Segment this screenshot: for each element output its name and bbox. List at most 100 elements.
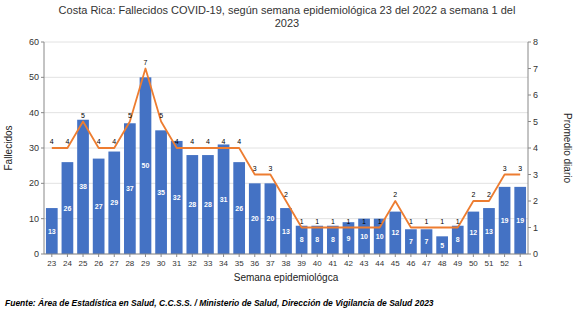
- bar-label: 8: [456, 236, 460, 243]
- bar: [202, 155, 214, 254]
- bar: [77, 120, 89, 254]
- x-tick-label: 41: [328, 259, 337, 268]
- bar: [499, 187, 511, 254]
- x-tick-label: 35: [235, 259, 244, 268]
- y-tick: [41, 254, 44, 255]
- bar-label: 7: [409, 238, 413, 245]
- x-tick: [192, 254, 193, 257]
- bar-label: 10: [360, 233, 368, 240]
- line-label: 5: [81, 112, 85, 119]
- y-tick-label: 30: [29, 143, 39, 153]
- bar: [186, 155, 198, 254]
- y2-tick-label: 4: [533, 143, 538, 153]
- bar: [436, 236, 448, 254]
- bar-label: 28: [188, 201, 196, 208]
- bar-label: 10: [376, 233, 384, 240]
- line-label: 4: [206, 138, 210, 145]
- line-label: 5: [159, 112, 163, 119]
- bar: [389, 212, 401, 254]
- bar: [483, 208, 495, 254]
- y2-tick-label: 0: [533, 249, 538, 259]
- x-tick: [129, 254, 130, 257]
- x-tick-label: 49: [453, 259, 462, 268]
- bar-label: 13: [48, 228, 56, 235]
- x-tick: [379, 254, 380, 257]
- y2-tick: [528, 148, 531, 149]
- line-label: 1: [315, 218, 319, 225]
- bar: [46, 208, 58, 254]
- x-tick-label: 25: [79, 259, 88, 268]
- bar-label: 8: [315, 236, 319, 243]
- bar: [280, 208, 292, 254]
- x-tick-label: 27: [110, 259, 119, 268]
- line-label: 7: [144, 59, 148, 66]
- y2-tick: [528, 174, 531, 175]
- x-tick: [410, 254, 411, 257]
- x-tick: [442, 254, 443, 257]
- x-tick: [504, 254, 505, 257]
- bar: [155, 130, 167, 254]
- line-label: 4: [190, 138, 194, 145]
- x-tick-label: 29: [141, 259, 150, 268]
- bar: [93, 159, 105, 254]
- y-tick-label: 60: [29, 37, 39, 47]
- bar: [327, 226, 339, 254]
- y-axis-label: Fallecidos: [3, 125, 14, 170]
- x-tick-label: 28: [125, 259, 134, 268]
- y-tick-label: 40: [29, 108, 39, 118]
- x-tick: [239, 254, 240, 257]
- x-tick-label: 34: [219, 259, 228, 268]
- line: [52, 69, 520, 228]
- bar-label: 13: [485, 228, 493, 235]
- x-tick-label: 37: [266, 259, 275, 268]
- bar: [421, 229, 433, 254]
- x-tick: [67, 254, 68, 257]
- x-tick-label: 40: [313, 259, 322, 268]
- grid-line: [44, 77, 528, 78]
- y-tick: [41, 218, 44, 219]
- bar-label: 35: [157, 189, 165, 196]
- x-tick-label: 36: [250, 259, 259, 268]
- x-tick: [317, 254, 318, 257]
- line-label: 2: [393, 191, 397, 198]
- bar-label: 29: [110, 199, 118, 206]
- bar: [124, 123, 136, 254]
- bar-label: 13: [282, 228, 290, 235]
- bar: [140, 77, 152, 254]
- y-tick-label: 0: [34, 249, 39, 259]
- x-tick: [161, 254, 162, 257]
- line-label: 4: [50, 138, 54, 145]
- bar-label: 38: [79, 183, 87, 190]
- y-tick-label: 50: [29, 72, 39, 82]
- x-tick-label: 30: [157, 259, 166, 268]
- x-tick: [348, 254, 349, 257]
- bar: [468, 212, 480, 254]
- x-tick: [223, 254, 224, 257]
- x-tick-label: 45: [391, 259, 400, 268]
- y2-tick-label: 5: [533, 117, 538, 127]
- x-tick: [176, 254, 177, 257]
- bar-label: 20: [266, 215, 274, 222]
- y2-tick: [528, 95, 531, 96]
- bar: [265, 183, 277, 254]
- x-tick-label: 23: [47, 259, 56, 268]
- line-label: 1: [378, 218, 382, 225]
- x-tick-label: 48: [438, 259, 447, 268]
- axes: 0102030405060012345678232425262728293031…: [29, 37, 538, 268]
- line-label: 3: [268, 165, 272, 172]
- y2-tick-label: 2: [533, 196, 538, 206]
- x-tick: [364, 254, 365, 257]
- y2-tick: [528, 121, 531, 122]
- title: Costa Rica: Fallecidos COVID-19, según s…: [59, 4, 516, 29]
- y-tick: [41, 42, 44, 43]
- x-tick-label: 47: [422, 259, 431, 268]
- x-tick-label: 24: [63, 259, 72, 268]
- grid-line: [44, 148, 528, 149]
- x-tick-label: 51: [485, 259, 494, 268]
- x-tick: [207, 254, 208, 257]
- x-tick: [301, 254, 302, 257]
- y2-tick: [528, 68, 531, 69]
- x-tick: [488, 254, 489, 257]
- bar-label: 19: [501, 217, 509, 224]
- bar: [452, 226, 464, 254]
